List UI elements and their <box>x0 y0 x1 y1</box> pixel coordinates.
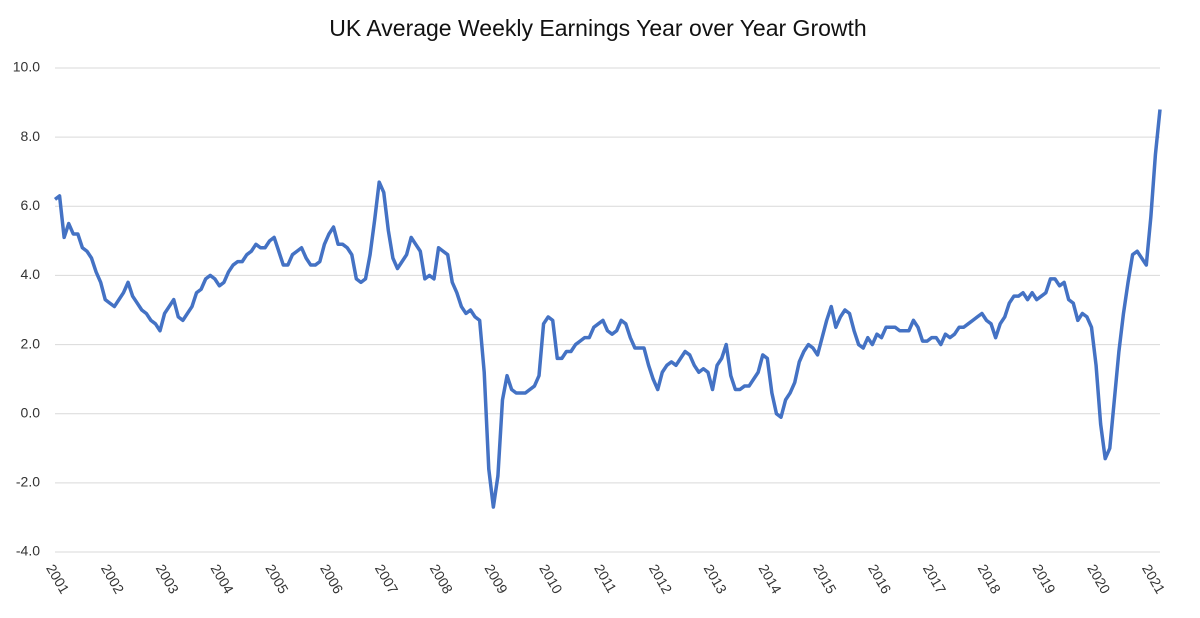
x-tick-label: 2002 <box>98 561 128 596</box>
x-tick-label: 2013 <box>701 561 731 596</box>
x-tick-label: 2015 <box>810 561 840 596</box>
x-tick-label: 2020 <box>1084 561 1114 596</box>
x-tick-label: 2021 <box>1139 561 1169 596</box>
x-tick-label: 2006 <box>317 561 347 596</box>
x-tick-label: 2005 <box>262 561 292 596</box>
x-tick-label: 2004 <box>208 561 238 596</box>
x-tick-label: 2007 <box>372 561 402 596</box>
y-tick-label: 2.0 <box>21 335 41 351</box>
x-tick-label: 2014 <box>756 561 786 596</box>
y-tick-label: 6.0 <box>21 197 41 213</box>
x-tick-label: 2008 <box>427 561 457 596</box>
line <box>53 109 1162 509</box>
x-tick-label: 2018 <box>975 561 1005 596</box>
x-tick-label: 2009 <box>482 561 512 596</box>
y-tick-label: 4.0 <box>21 266 41 282</box>
x-tick-label: 2017 <box>920 561 950 596</box>
chart-title: UK Average Weekly Earnings Year over Yea… <box>329 15 866 41</box>
x-tick-label: 2019 <box>1029 561 1059 596</box>
x-tick-label: 2003 <box>153 561 183 596</box>
x-tick-label: 2012 <box>646 561 676 596</box>
y-tick-label: -2.0 <box>16 474 40 490</box>
x-tick-label: 2016 <box>865 561 895 596</box>
y-tick-label: 8.0 <box>21 128 41 144</box>
x-tick-label: 2010 <box>536 561 566 596</box>
y-tick-label: -4.0 <box>16 543 40 559</box>
x-tick-label: 2011 <box>591 561 620 595</box>
y-tick-label: 0.0 <box>21 404 41 420</box>
y-tick-label: 10.0 <box>13 59 40 75</box>
x-tick-label: 2001 <box>43 561 73 596</box>
